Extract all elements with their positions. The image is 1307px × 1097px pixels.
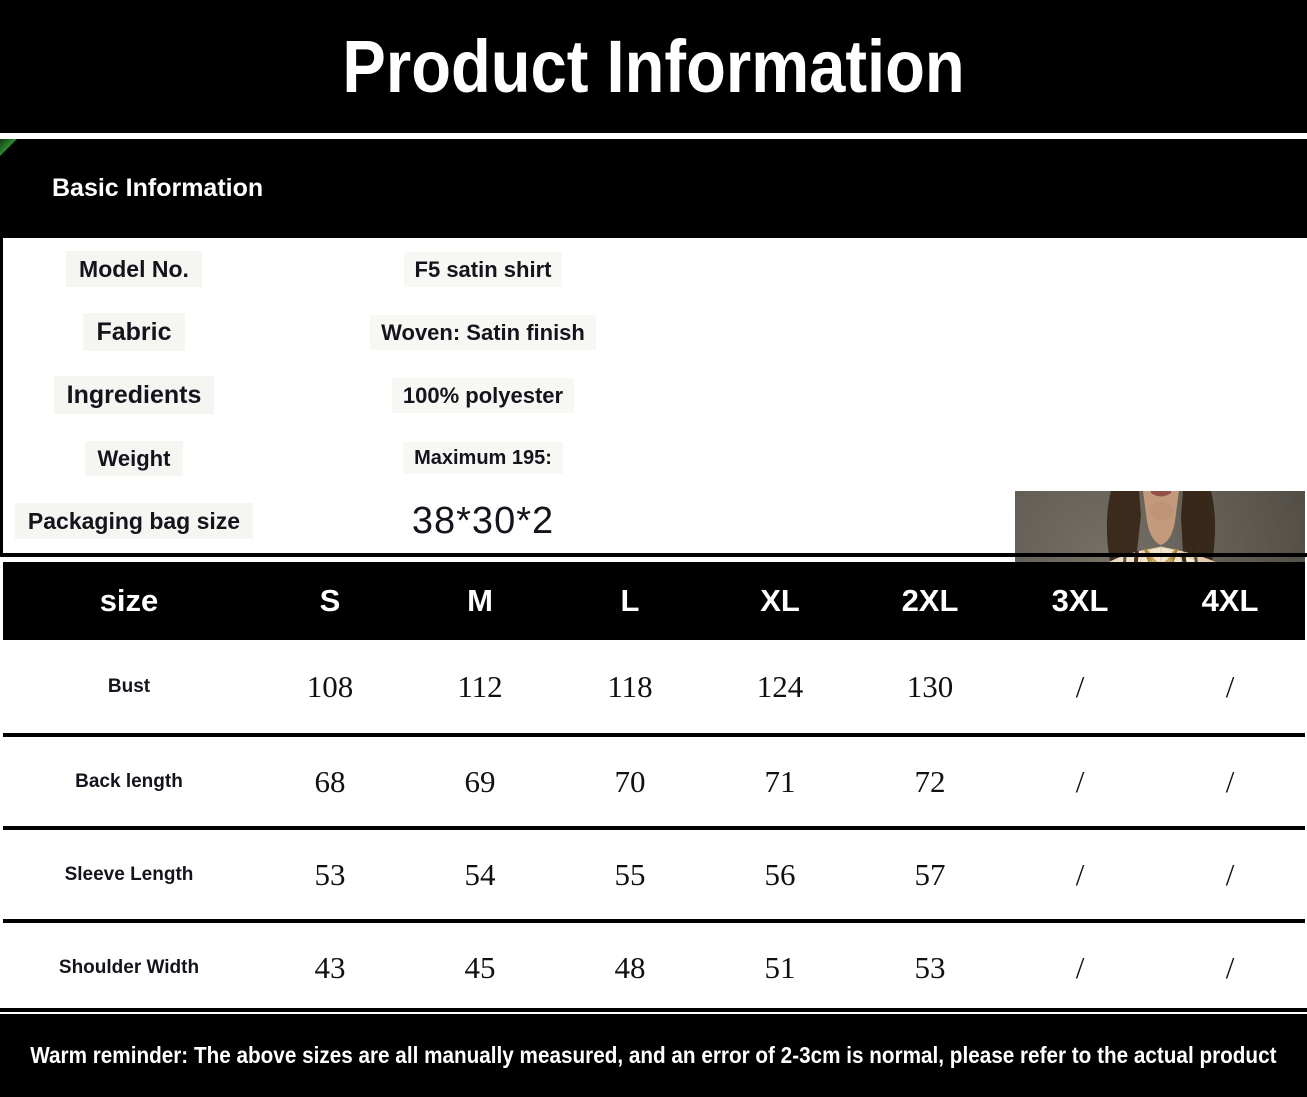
section-heading: Basic Information xyxy=(52,174,264,202)
size-table: size S M L XL 2XL 3XL 4XL Bust 108 112 1… xyxy=(3,562,1305,1012)
info-value: 100% polyester xyxy=(265,377,701,413)
column-header-2xl: 2XL xyxy=(901,583,959,618)
info-value-text: 38*30*2 xyxy=(411,500,555,542)
cell-value: 72 xyxy=(914,763,946,799)
cell-value: 53 xyxy=(314,856,346,892)
info-row-weight: Weight Maximum 195: xyxy=(3,427,703,490)
cell-value: / xyxy=(1225,949,1235,985)
cell-value: 56 xyxy=(764,856,796,892)
info-label-text: Packaging bag size xyxy=(14,503,254,539)
row-label: Bust xyxy=(107,675,151,697)
info-label-text: Ingredients xyxy=(53,376,215,414)
table-row-shoulder-width: Shoulder Width 43 45 48 51 53 / / xyxy=(3,919,1305,1012)
cell-value: 112 xyxy=(457,668,503,704)
cell-value: / xyxy=(1225,668,1235,704)
basic-information-bar: Basic Information xyxy=(0,139,1307,238)
info-value-text: F5 satin shirt xyxy=(403,251,563,287)
cell-value: 55 xyxy=(614,856,646,892)
row-label: Sleeve Length xyxy=(64,863,194,885)
info-label: Ingredients xyxy=(3,376,265,414)
cell-value: 69 xyxy=(464,763,496,799)
info-label-text: Fabric xyxy=(83,313,185,351)
info-label-text: Model No. xyxy=(66,251,202,287)
warm-reminder-bar: Warm reminder: The above sizes are all m… xyxy=(0,1014,1307,1097)
cell-value: / xyxy=(1225,763,1235,799)
cell-value: 48 xyxy=(614,949,646,985)
cell-value: 70 xyxy=(614,763,646,799)
cell-value: 54 xyxy=(464,856,496,892)
title-bar: Product Information xyxy=(0,0,1307,133)
info-label-text: Weight xyxy=(84,440,184,476)
divider-rule xyxy=(0,1008,1307,1012)
info-row-packaging-bag-size: Packaging bag size 38*30*2 xyxy=(3,490,703,553)
info-value-text: 100% polyester xyxy=(391,377,575,413)
column-header-size: size xyxy=(99,583,159,618)
info-value: 38*30*2 xyxy=(265,500,701,543)
size-table-header-row: size S M L XL 2XL 3XL 4XL xyxy=(3,562,1305,640)
cell-value: 118 xyxy=(607,668,653,704)
info-row-ingredients: Ingredients 100% polyester xyxy=(3,364,703,427)
basic-info-section: Model No. F5 satin shirt Fabric Woven: S… xyxy=(0,238,1307,781)
cell-value: 45 xyxy=(464,949,496,985)
column-header-m: M xyxy=(467,583,493,618)
cell-value: 57 xyxy=(914,856,946,892)
column-header-l: L xyxy=(620,583,640,618)
info-value: Woven: Satin finish xyxy=(265,314,701,350)
warm-reminder-text: Warm reminder: The above sizes are all m… xyxy=(30,1042,1277,1068)
info-label: Packaging bag size xyxy=(3,503,265,539)
column-header-s: S xyxy=(319,583,341,618)
cell-value: 68 xyxy=(314,763,346,799)
cell-value: 43 xyxy=(314,949,346,985)
cell-value: 71 xyxy=(764,763,796,799)
cell-value: 51 xyxy=(764,949,796,985)
green-corner-fold-icon xyxy=(0,139,17,156)
cell-value: / xyxy=(1075,856,1085,892)
cell-value: / xyxy=(1075,949,1085,985)
cell-value: 108 xyxy=(306,668,354,704)
cell-value: 130 xyxy=(906,668,954,704)
column-header-3xl: 3XL xyxy=(1051,583,1109,618)
divider-rule xyxy=(0,553,1307,557)
info-row-fabric: Fabric Woven: Satin finish xyxy=(3,301,703,364)
column-header-xl: XL xyxy=(760,583,800,618)
info-value: Maximum 195: xyxy=(265,442,701,474)
table-row-bust: Bust 108 112 118 124 130 / / xyxy=(3,640,1305,733)
table-row-back-length: Back length 68 69 70 71 72 / / xyxy=(3,733,1305,826)
info-label: Model No. xyxy=(3,251,265,287)
row-label: Back length xyxy=(75,770,183,792)
info-label: Fabric xyxy=(3,313,265,351)
cell-value: / xyxy=(1075,668,1085,704)
page-title: Product Information xyxy=(342,25,965,108)
info-row-model-no: Model No. F5 satin shirt xyxy=(3,238,703,301)
info-label: Weight xyxy=(3,440,265,476)
row-label: Shoulder Width xyxy=(58,956,200,978)
cell-value: / xyxy=(1225,856,1235,892)
info-value-text: Maximum 195: xyxy=(403,442,563,474)
cell-value: 124 xyxy=(756,668,804,704)
cell-value: / xyxy=(1075,763,1085,799)
info-value: F5 satin shirt xyxy=(265,251,701,287)
info-value-text: Woven: Satin finish xyxy=(370,314,596,350)
cell-value: 53 xyxy=(914,949,946,985)
table-row-sleeve-length: Sleeve Length 53 54 55 56 57 / / xyxy=(3,826,1305,919)
column-header-4xl: 4XL xyxy=(1201,583,1259,618)
